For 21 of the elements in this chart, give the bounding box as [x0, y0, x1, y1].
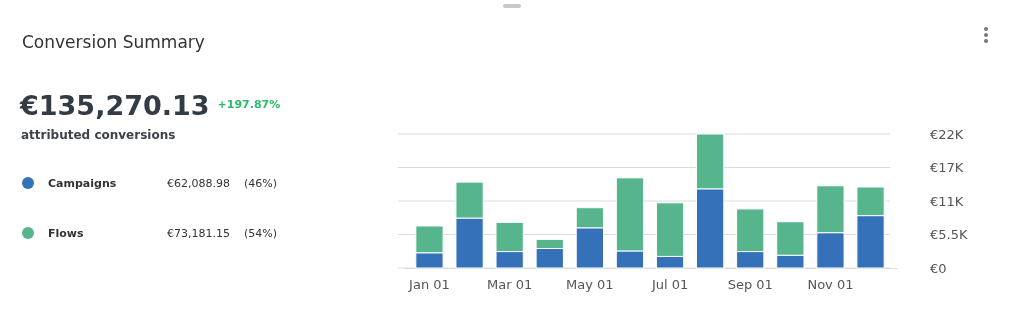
text: €135,270.13: [19, 90, 210, 121]
y-tick-label: €11K: [930, 193, 964, 209]
text: +197.87%: [217, 98, 281, 111]
x-tick-label: Nov 01: [807, 277, 854, 293]
legend-label: Campaigns: [48, 177, 117, 190]
y-tick-label: €5.5K: [930, 227, 968, 243]
y-tick-label: €0: [930, 260, 947, 276]
x-tick-label: May 01: [566, 277, 614, 293]
text: €73,181.15: [167, 227, 230, 240]
text: Conversion Summary: [22, 32, 205, 52]
x-tick-label: Sep 01: [727, 277, 773, 293]
y-tick-label: €22K: [930, 126, 964, 142]
text: €62,088.98: [167, 177, 230, 190]
x-tick-label: Jul 01: [650, 277, 689, 293]
text: attributed conversions: [21, 128, 176, 142]
text: (46%): [244, 177, 278, 190]
text: (54%): [244, 227, 278, 240]
x-tick-label: Jan 01: [408, 277, 450, 293]
x-tick-label: Mar 01: [487, 277, 533, 293]
legend-label: Flows: [48, 227, 84, 240]
y-tick-label: €17K: [930, 160, 964, 176]
